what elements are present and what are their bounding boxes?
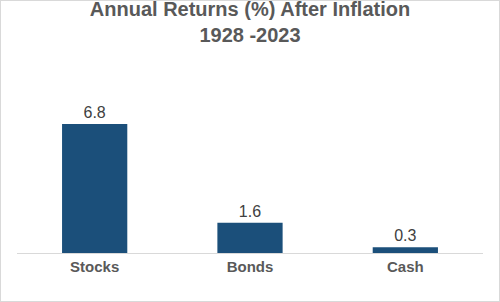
svg-text:1.6: 1.6 [239, 203, 261, 220]
svg-text:Cash: Cash [387, 258, 424, 275]
svg-text:Annual Returns (%) After Infla: Annual Returns (%) After Inflation1928 -… [90, 1, 410, 46]
svg-text:0.3: 0.3 [394, 227, 416, 244]
svg-text:Bonds: Bonds [227, 258, 274, 275]
svg-text:Stocks: Stocks [70, 258, 119, 275]
svg-text:6.8: 6.8 [83, 104, 105, 121]
